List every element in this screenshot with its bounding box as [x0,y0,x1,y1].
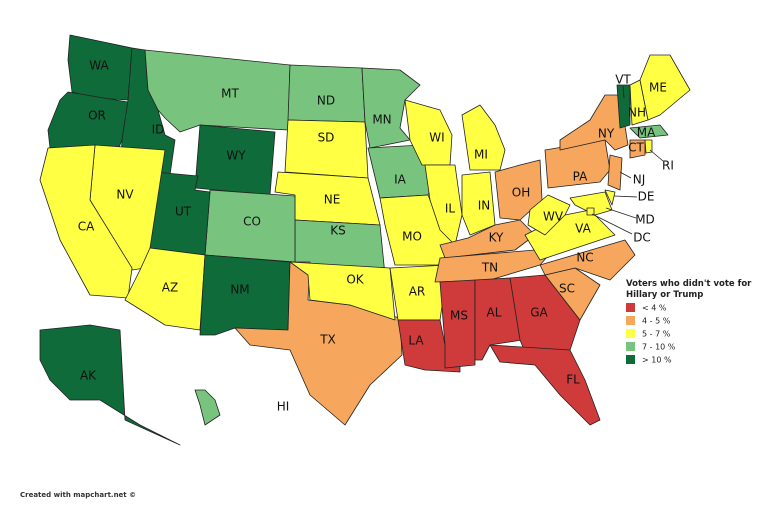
states [39,34,691,446]
state-label: MO [402,230,422,244]
state-label: SC [559,282,575,296]
leader-line [591,213,633,235]
state-label: ID [152,123,165,137]
leader-line [605,207,637,219]
legend-label: 5 - 7 % [642,330,671,339]
state-label: LA [408,334,424,348]
state [284,119,369,179]
state [461,104,506,171]
state-label: AR [409,285,426,299]
state [559,94,629,151]
state-label: CA [78,220,95,234]
state-label: CO [243,215,261,229]
state [461,171,496,236]
leader-line [619,171,632,179]
state-label: TN [481,261,498,275]
state-label: VT [615,73,631,87]
leader-line [649,149,664,162]
state-label: IL [445,202,456,216]
state-label: RI [662,159,674,173]
state-label: WA [89,59,109,73]
state-label: AZ [162,281,178,295]
state-label: NJ [633,173,646,187]
state-label: ME [649,81,667,95]
state-label: MI [474,148,488,162]
state-label: NV [116,188,134,202]
state-label: DE [638,190,655,204]
state [361,67,421,149]
state-label: NY [598,127,615,141]
state [604,189,616,206]
state-label: TX [319,333,336,347]
legend-swatch [626,303,635,312]
legend-title: Voters who didn't vote for [626,279,752,289]
state-label: SD [318,131,335,145]
state-label: OH [512,186,530,200]
state-label: WI [429,131,444,145]
legend-title: Hillary or Trump [626,290,703,300]
state-label: AK [80,369,97,383]
state-label: DC [633,231,651,245]
state [639,54,691,121]
state [607,154,623,191]
state-label: NC [576,251,593,265]
state-label: ND [317,94,335,108]
state [194,389,221,426]
state [527,194,571,236]
state [616,84,631,129]
state [489,344,601,426]
state-label: UT [175,205,192,219]
state-label: MA [637,126,656,140]
state-label: PA [573,170,588,184]
state-label: IN [478,199,491,213]
state-label: IA [394,173,407,187]
state [586,207,595,216]
state-label: CT [628,141,644,155]
state [569,191,613,216]
state [539,239,636,281]
state-label: NH [628,106,646,120]
state-label: FL [566,373,580,387]
state-label: KS [330,224,346,238]
state-label: OR [88,109,106,123]
state-label: KY [489,231,504,245]
state-label: HI [277,400,290,414]
state-label: MD [635,213,655,227]
legend-swatch [626,355,635,364]
legend: Voters who didn't vote for Hillary or Tr… [626,279,752,365]
legend-swatch [626,316,635,325]
state-label: WY [226,149,246,163]
leader-line [613,195,638,198]
legend-label: > 10 % [642,356,672,365]
footer: Created with mapchart.net © [20,491,136,499]
state-labels: WA OR ID MT WY ND SD NE KS CO UT NV CA AZ NM TX OK MN IA MO… [78,59,674,414]
state-label: OK [346,273,364,287]
state [144,49,291,133]
state [629,124,669,139]
state-label: MT [221,87,239,101]
state [439,279,476,369]
legend-label: 4 - 5 % [642,317,671,326]
state [629,139,646,159]
legend-swatch [626,329,635,338]
state-label: MS [450,309,468,323]
state [39,324,181,446]
state-label: GA [530,306,548,320]
state-label: MN [372,113,391,127]
state-label: NM [230,283,249,297]
state-label: NE [324,193,341,207]
leader-line [622,85,625,99]
state-label: WV [543,210,564,224]
legend-label: 7 - 10 % [642,343,676,352]
state-label: VA [575,222,591,236]
state-label: AL [487,306,502,320]
legend-label: < 4 % [642,304,667,313]
legend-swatch [626,342,635,351]
